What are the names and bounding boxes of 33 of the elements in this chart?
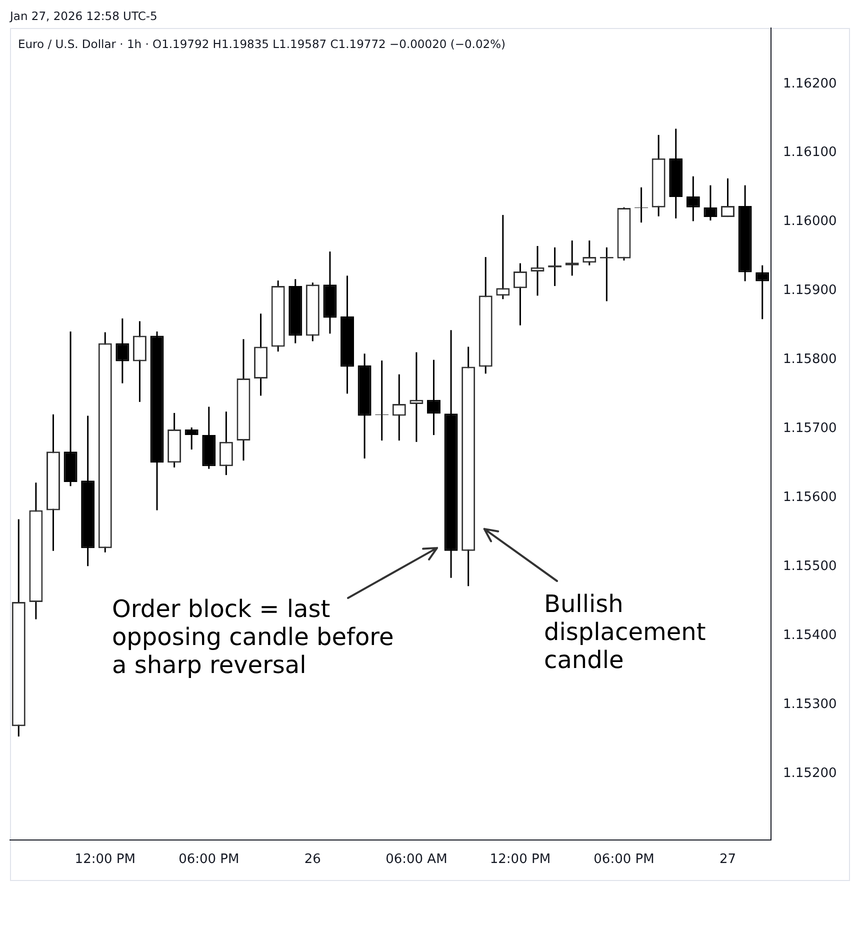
y-tick-label: 1.15600 — [783, 490, 837, 506]
candlestick — [582, 240, 596, 266]
y-tick-label: 1.16100 — [783, 145, 837, 160]
chart-subtitle: Jan 27, 2026 12:58 UTC-5 — [10, 9, 158, 23]
candlestick — [132, 320, 146, 403]
candlestick — [392, 374, 406, 442]
y-tick-label: 1.15900 — [783, 283, 837, 298]
x-tick-label: 26 — [304, 852, 321, 868]
y-tick-label: 1.16200 — [783, 76, 837, 92]
y-tick-label: 1.15700 — [783, 421, 837, 436]
candlestick — [496, 214, 510, 300]
x-tick-label: 06:00 PM — [178, 852, 240, 868]
candlestick — [426, 359, 440, 436]
y-tick-label: 1.15200 — [783, 766, 837, 782]
annotation: Bullish displacement candle — [544, 590, 706, 674]
y-tick-label: 1.15300 — [783, 697, 837, 712]
y-tick-label: 1.15800 — [783, 352, 837, 368]
x-tick-label: 06:00 AM — [386, 852, 448, 868]
x-tick-label: 06:00 PM — [594, 852, 654, 868]
candlestick — [704, 184, 718, 222]
x-tick-label: 27 — [719, 852, 736, 868]
candlestick — [219, 410, 233, 476]
y-tick-label: 1.15500 — [783, 559, 837, 574]
candlestick — [184, 426, 198, 450]
candlestick — [686, 176, 700, 222]
text: Euro / U.S. Dollar · 1h · O1.19792 H1.19835 L1.19587 C1.19772 −0.00020 (−0.02%) — [18, 37, 506, 51]
y-tick-label: 1.15400 — [783, 628, 837, 644]
annotation: Order block = last opposing candle before a sharp reversal — [112, 595, 394, 679]
x-tick-label: 12:00 PM — [490, 852, 551, 868]
candlestick — [756, 264, 770, 320]
candlestick — [116, 318, 130, 384]
y-tick-label: 1.16000 — [783, 214, 837, 230]
x-tick-label: 12:00 PM — [74, 852, 136, 868]
